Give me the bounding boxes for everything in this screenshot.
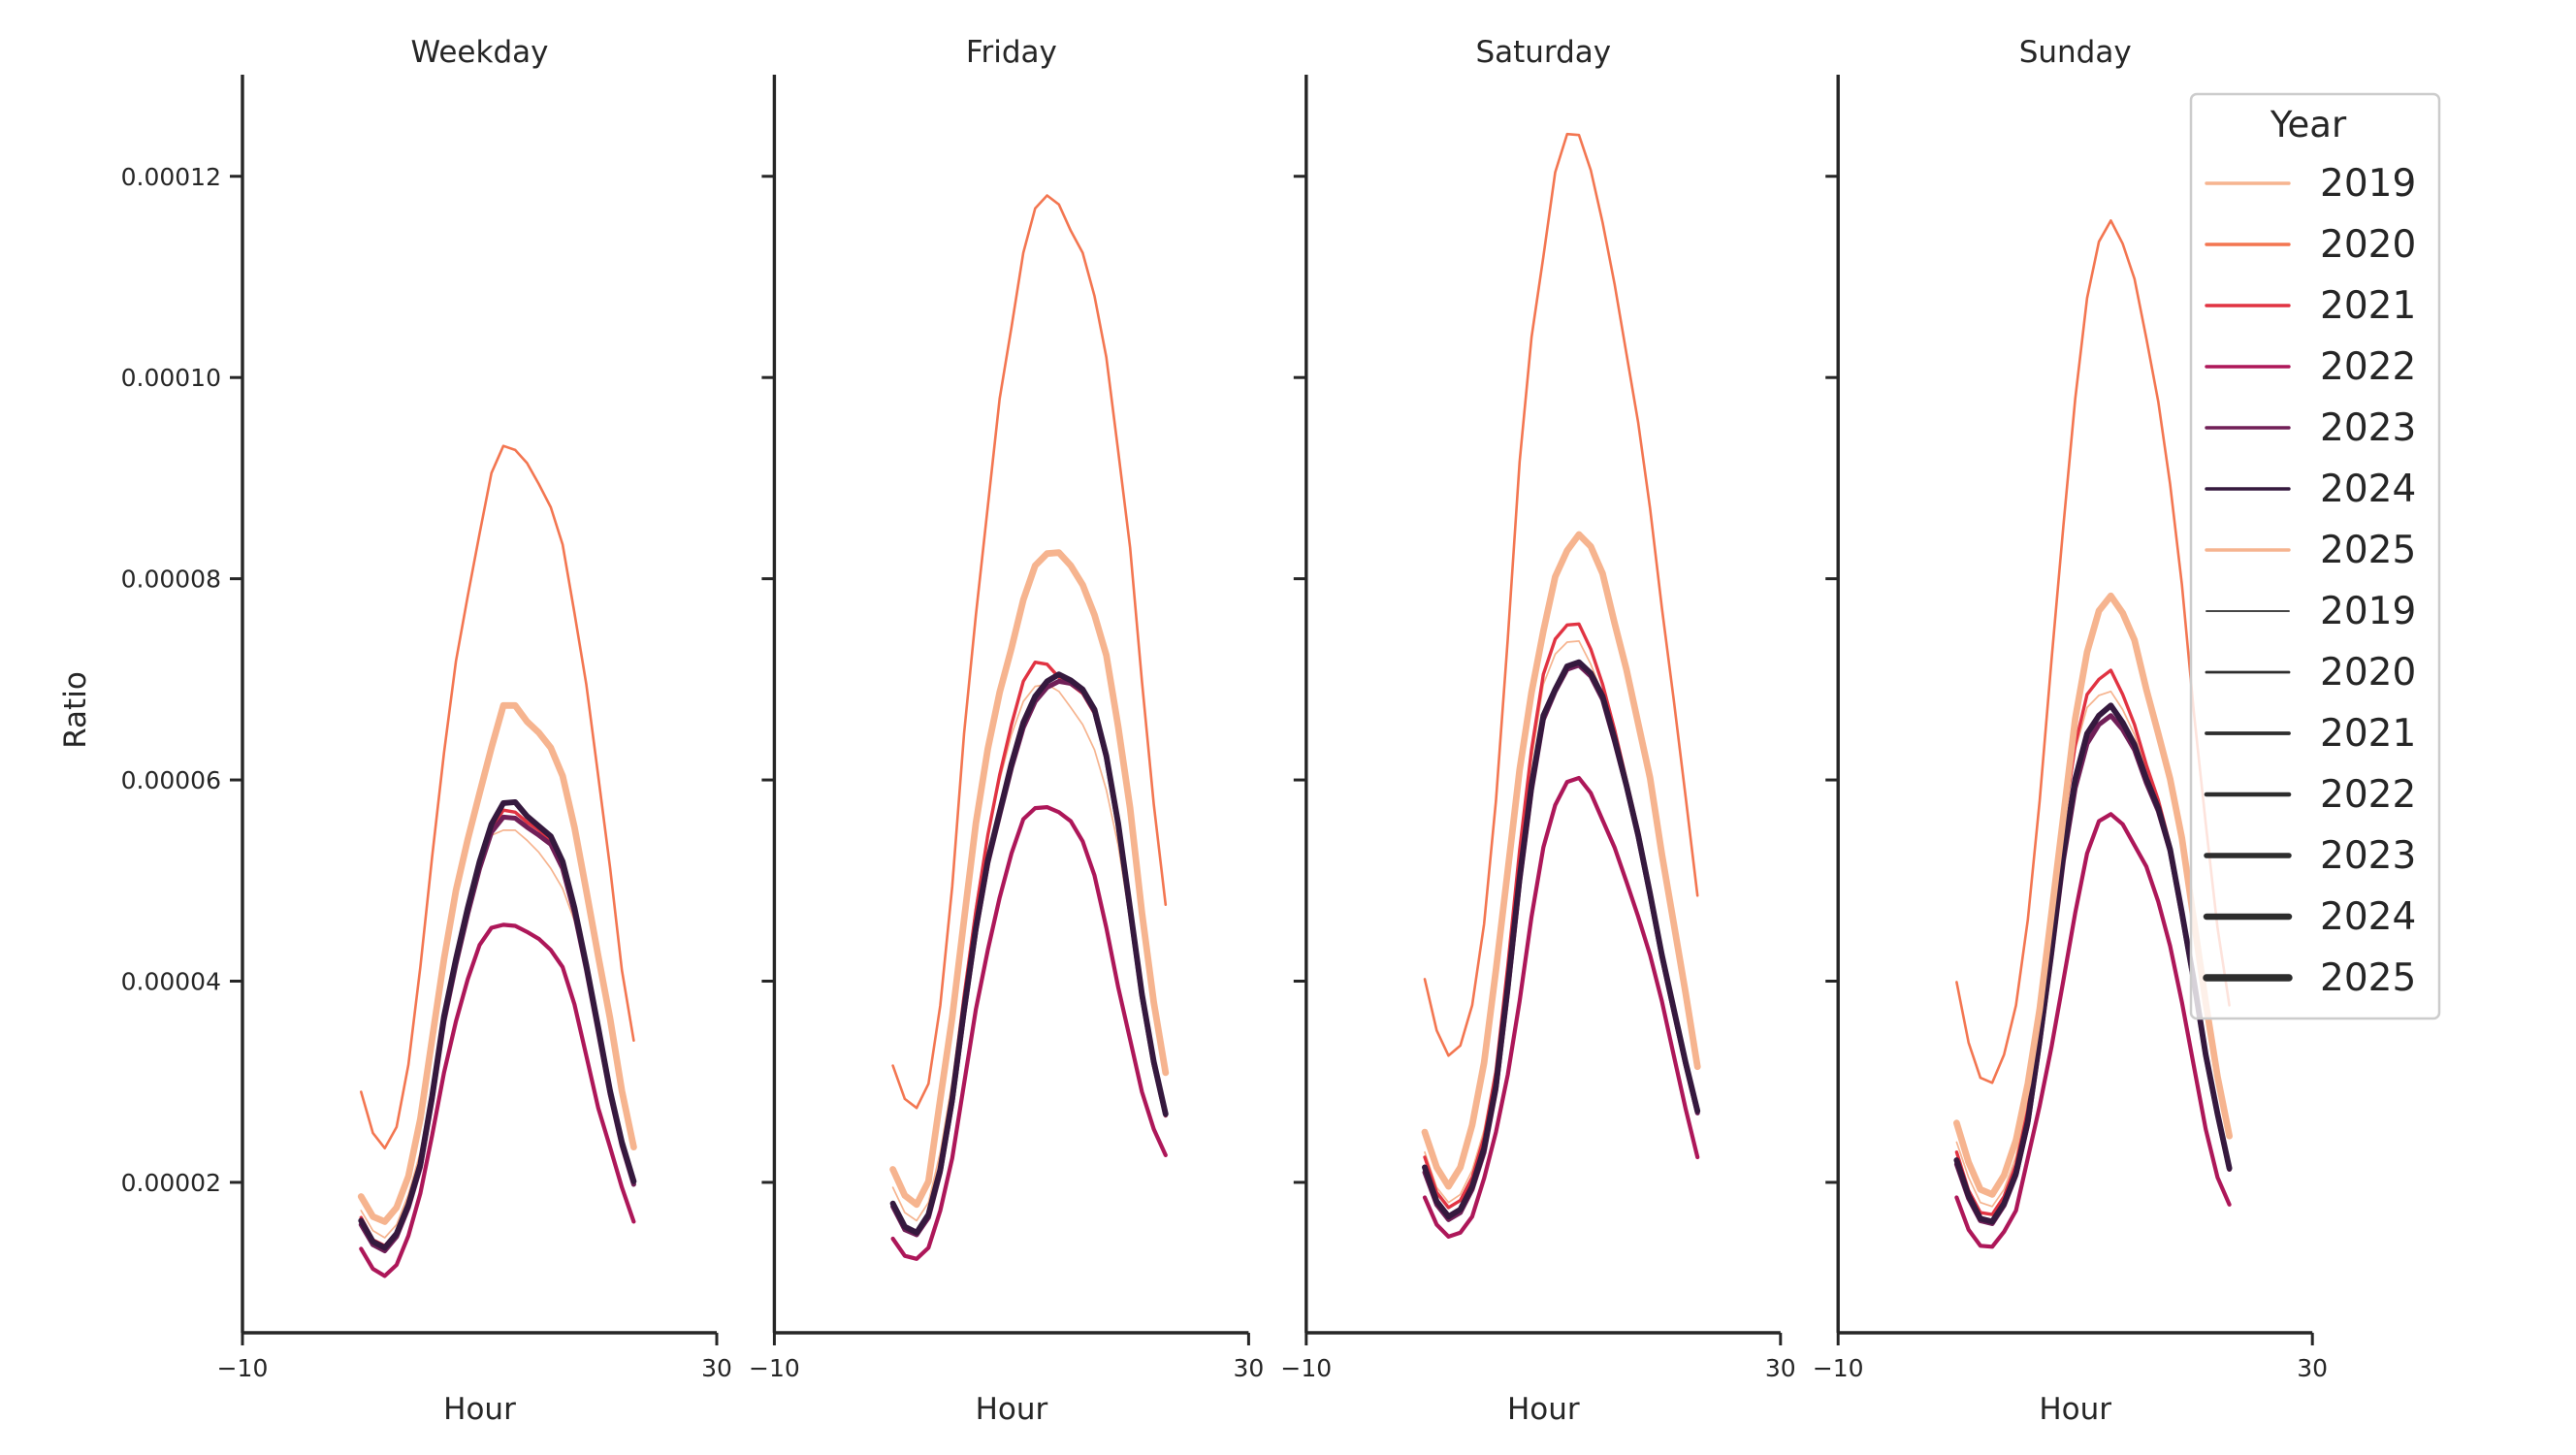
series-line-2019 <box>360 829 635 1239</box>
series-line-2020 <box>891 194 1168 1110</box>
panel-title: Saturday <box>1475 35 1611 70</box>
y-axis-label: Ratio <box>58 671 93 749</box>
y-tick-label: 0.00006 <box>121 766 221 794</box>
legend-label-size: 2025 <box>2320 956 2416 1000</box>
legend-label-hue: 2023 <box>2320 406 2416 450</box>
series-line-2020 <box>360 444 635 1149</box>
legend: Year 2019 2020 2021 2022 2023 2024 2025 2019 2020… <box>2189 92 2441 1020</box>
series-line-2022 <box>1954 812 2232 1249</box>
x-tick-label: 30 <box>701 1354 732 1382</box>
legend-label-hue: 2019 <box>2320 162 2416 206</box>
legend-frame <box>2189 92 2441 1020</box>
legend-label-hue: 2024 <box>2320 468 2416 511</box>
series-line-2025 <box>1953 592 2233 1198</box>
legend-label-size: 2024 <box>2320 895 2416 939</box>
y-tick-label: 0.00012 <box>121 163 221 191</box>
x-tick-label: 30 <box>2297 1354 2328 1382</box>
series-line-2022 <box>359 922 636 1278</box>
series-line-2024 <box>1953 702 2233 1225</box>
x-axis-label: Hour <box>1507 1392 1580 1427</box>
series-line-2020 <box>1423 132 1699 1057</box>
panel-saturday: Saturday −10 30 Hour <box>1280 35 1795 1427</box>
series-line-2022 <box>1422 775 1700 1239</box>
series-line-2025 <box>889 549 1170 1209</box>
y-tick-label: 0.00002 <box>121 1169 221 1197</box>
x-tick-label: −10 <box>217 1354 269 1382</box>
y-tick-label: 0.00010 <box>121 364 221 392</box>
legend-label-size: 2022 <box>2320 773 2416 817</box>
legend-label-hue: 2020 <box>2320 223 2416 267</box>
panel-title: Weekday <box>411 35 549 70</box>
series-line-2025 <box>1421 531 1701 1190</box>
panel-weekday: Weekday 0.00002 0.00004 0.00006 0.00008 0.000… <box>121 35 732 1427</box>
series-line-2024 <box>358 798 637 1251</box>
panel-friday: Friday −10 30 Hour <box>749 35 1264 1427</box>
legend-label-size: 2019 <box>2320 590 2416 633</box>
legend-label-size: 2020 <box>2320 651 2416 695</box>
series-line-2023 <box>1953 713 2233 1226</box>
series-line-2021 <box>359 808 636 1247</box>
x-tick-label: −10 <box>1813 1354 1864 1382</box>
series-line-2024 <box>889 671 1169 1236</box>
legend-label-size: 2021 <box>2320 712 2416 756</box>
series-line-2022 <box>890 805 1168 1261</box>
legend-label-hue: 2021 <box>2320 284 2416 328</box>
x-axis-label: Hour <box>443 1392 516 1427</box>
x-tick-label: −10 <box>749 1354 800 1382</box>
x-tick-label: 30 <box>1233 1354 1264 1382</box>
legend-label-size: 2023 <box>2320 834 2416 878</box>
panel-sunday: Sunday −10 30 Hour <box>1813 35 2328 1427</box>
y-tick-label: 0.00004 <box>121 968 221 996</box>
series-line-2024 <box>1422 659 1701 1220</box>
legend-label-hue: 2022 <box>2320 345 2416 389</box>
x-tick-label: 30 <box>1765 1354 1796 1382</box>
legend-label-hue: 2025 <box>2320 529 2416 572</box>
legend-title: Year <box>2270 104 2347 146</box>
y-tick-label: 0.00008 <box>121 566 221 594</box>
x-tick-label: −10 <box>1280 1354 1332 1382</box>
panel-title: Friday <box>966 35 1057 70</box>
x-axis-label: Hour <box>976 1392 1048 1427</box>
series-line-2020 <box>1955 219 2231 1084</box>
panels: Weekday 0.00002 0.00004 0.00006 0.00008 0.000… <box>121 35 2328 1427</box>
panel-title: Sunday <box>2019 35 2132 70</box>
series-line-2025 <box>357 701 637 1225</box>
x-axis-label: Hour <box>2039 1392 2111 1427</box>
